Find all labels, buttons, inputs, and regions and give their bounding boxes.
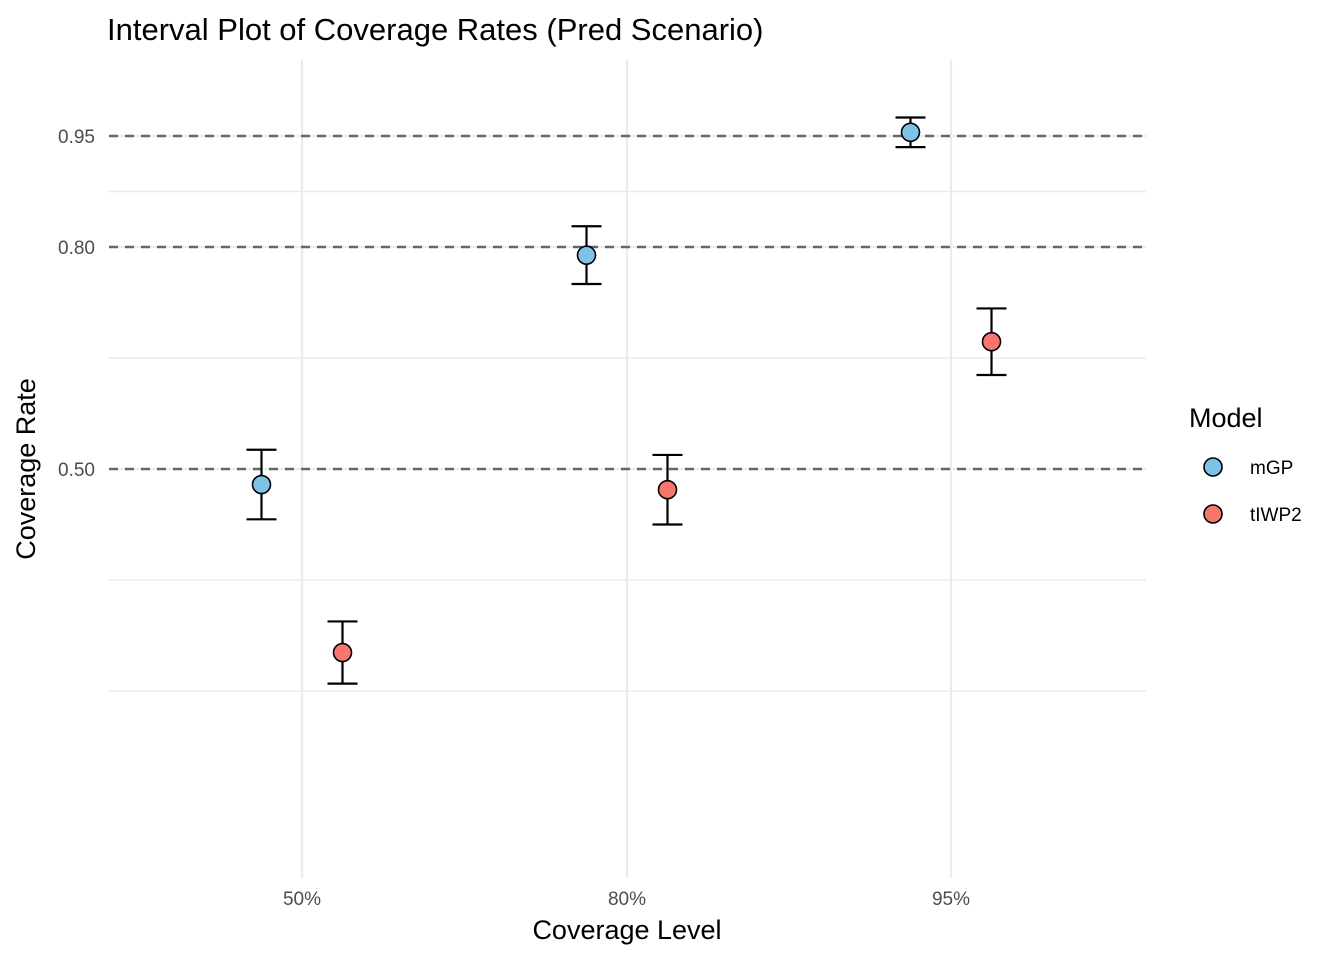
x-tick-label: 50% — [283, 889, 321, 910]
chart-title: Interval Plot of Coverage Rates (Pred Sc… — [107, 12, 763, 47]
legend-title: Model — [1189, 403, 1263, 433]
y-tick-label: 0.80 — [58, 238, 95, 259]
data-point — [657, 479, 678, 500]
legend-item: tIWP2 — [1203, 504, 1302, 526]
data-points — [251, 122, 1002, 663]
legend-label: tIWP2 — [1250, 505, 1302, 526]
legend-label: mGP — [1250, 458, 1293, 479]
y-tick-labels: 0.95 0.80 0.50 — [58, 127, 95, 481]
legend: Model mGP tIWP2 — [1189, 403, 1302, 526]
legend-items: mGP tIWP2 — [1203, 457, 1302, 526]
data-point — [981, 331, 1002, 352]
data-point — [576, 245, 597, 265]
legend-key — [1203, 457, 1223, 477]
y-tick-label: 0.95 — [58, 127, 95, 148]
x-tick-label: 95% — [932, 889, 970, 910]
y-tick-label: 0.50 — [58, 460, 95, 481]
data-point — [251, 474, 272, 495]
x-tick-label: 80% — [608, 889, 646, 910]
x-axis-title: Coverage Level — [532, 915, 721, 945]
x-tick-labels: 50% 80% 95% — [283, 889, 970, 910]
legend-item: mGP — [1203, 457, 1293, 479]
y-axis-title: Coverage Rate — [11, 378, 41, 560]
data-point — [332, 642, 353, 663]
data-point — [900, 122, 921, 143]
legend-key — [1203, 504, 1223, 524]
reference-lines — [109, 134, 1146, 471]
